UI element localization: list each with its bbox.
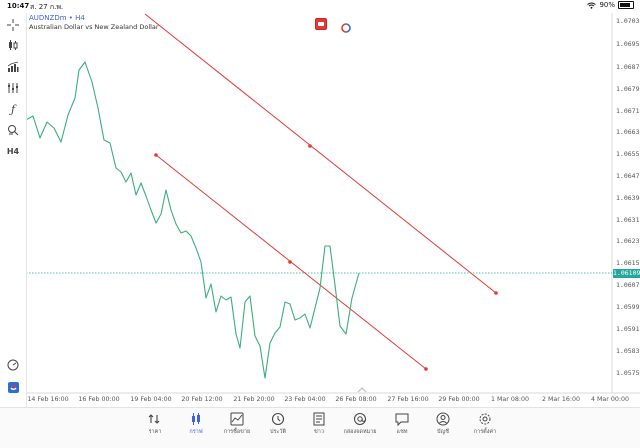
nav-chart[interactable]: กราฟ xyxy=(176,411,216,436)
left-toolbar: ƒ H4 xyxy=(0,13,27,407)
price-label: 1.06630 xyxy=(616,128,640,136)
nav-label: บัญชี xyxy=(437,429,449,435)
nav-mailbox[interactable]: กล่องจดหมาย xyxy=(340,411,380,436)
wifi-icon xyxy=(587,2,597,9)
nav-settings[interactable]: การตั้งค่า xyxy=(465,411,505,436)
price-label: 1.05830 xyxy=(616,347,640,355)
time-label: 19 Feb 04:00 xyxy=(130,396,172,403)
time-label: 20 Feb 12:00 xyxy=(181,396,223,403)
scroll-caret-icon[interactable] xyxy=(357,387,367,393)
price-label: 1.06150 xyxy=(616,259,640,267)
function-icon[interactable]: ƒ xyxy=(10,102,16,116)
speed-gauge-icon[interactable] xyxy=(4,357,22,373)
current-price-tag: 1.06109 xyxy=(613,269,640,278)
nav-label: แชท xyxy=(396,429,408,435)
price-label: 1.05910 xyxy=(616,325,640,333)
price-label: 1.06790 xyxy=(616,85,640,93)
nav-history[interactable]: ประวัติ xyxy=(258,411,298,436)
nav-news[interactable]: ข่าว xyxy=(299,411,339,436)
time-label: 26 Feb 08:00 xyxy=(335,396,377,403)
nav-label: กล่องจดหมาย xyxy=(343,429,377,435)
trendline-upper[interactable] xyxy=(144,13,497,294)
quotes-icon xyxy=(148,414,160,424)
time-label: 23 Feb 04:00 xyxy=(284,396,326,403)
status-time: 10:47 xyxy=(7,2,30,10)
refresh-ring-control[interactable] xyxy=(341,18,351,33)
nav-label: กราฟ xyxy=(189,429,203,435)
one-click-trade-toggle[interactable] xyxy=(315,18,327,30)
chart-icon xyxy=(192,413,200,425)
price-label: 1.06470 xyxy=(616,172,640,180)
trade-icon xyxy=(230,412,244,426)
price-label: 1.06230 xyxy=(616,237,640,245)
trendline-lower-handle-end[interactable] xyxy=(424,367,428,371)
timeframe-button[interactable]: H4 xyxy=(6,146,20,156)
nav-label: การซื้อขาย xyxy=(223,429,251,435)
crosshair-icon[interactable] xyxy=(4,17,22,33)
trendline-lower-handle-mid[interactable] xyxy=(288,260,292,264)
price-label: 1.05750 xyxy=(616,369,640,377)
bottom-nav: ราคา กราฟ การซื้อขาย ประวัติ ข่าว กล่องจ… xyxy=(0,407,640,448)
time-label: 2 Mar 16:00 xyxy=(541,396,581,403)
settings-icon xyxy=(479,413,491,425)
refresh-ring-icon xyxy=(341,23,351,33)
price-label: 1.06070 xyxy=(616,281,640,289)
time-label: 16 Feb 00:00 xyxy=(78,396,120,403)
draw-icon[interactable] xyxy=(4,122,22,138)
history-icon xyxy=(271,412,285,426)
nav-label: ประวัติ xyxy=(269,429,287,435)
price-label: 1.07030 xyxy=(616,17,640,25)
nav-account[interactable]: บัญชี xyxy=(423,411,463,436)
price-series-line xyxy=(25,61,360,379)
nav-quotes[interactable]: ราคา xyxy=(135,411,175,436)
trendline-upper-handle-end[interactable] xyxy=(494,291,498,295)
symbol-title[interactable]: AUDNZDm • H4 xyxy=(29,14,85,22)
time-label: 29 Feb 00:00 xyxy=(438,396,480,403)
account-icon xyxy=(436,412,450,426)
chat-icon xyxy=(395,413,409,427)
status-bar: 10:47 ส. 27 ก.พ. 90% xyxy=(0,0,640,13)
price-label: 1.06950 xyxy=(616,40,640,48)
time-label: 4 Mar 00:00 xyxy=(590,396,630,403)
news-icon xyxy=(313,412,325,426)
battery-icon xyxy=(618,1,634,9)
status-date: ส. 27 ก.พ. xyxy=(30,3,64,11)
time-label: 1 Mar 08:00 xyxy=(490,396,530,403)
price-label: 1.06550 xyxy=(616,150,640,158)
time-label: 27 Feb 16:00 xyxy=(387,396,429,403)
nav-chat[interactable]: แชท xyxy=(382,411,422,436)
candle-type-icon[interactable] xyxy=(4,37,22,53)
price-label: 1.06710 xyxy=(616,107,640,115)
status-right: 90% xyxy=(587,1,634,9)
price-label: 1.06870 xyxy=(616,63,640,71)
one-click-trade-icon xyxy=(318,22,324,26)
trendline-upper-handle-mid[interactable] xyxy=(308,144,312,148)
nav-label: ข่าว xyxy=(314,429,324,435)
price-label: 1.06310 xyxy=(616,216,640,224)
nav-trade[interactable]: การซื้อขาย xyxy=(217,411,257,436)
time-label: 21 Feb 20:00 xyxy=(233,396,275,403)
price-label: 1.05990 xyxy=(616,303,640,311)
objects-icon[interactable] xyxy=(4,80,22,96)
nav-label: การตั้งค่า xyxy=(473,429,497,435)
mailbox-icon xyxy=(354,413,366,425)
symbol-description: Australian Dollar vs New Zealand Dollar xyxy=(29,23,159,31)
time-label: 14 Feb 16:00 xyxy=(27,396,69,403)
metatrader-logo-icon[interactable] xyxy=(4,379,22,395)
trendline-lower-handle-start[interactable] xyxy=(154,153,158,157)
price-label: 1.06390 xyxy=(616,194,640,202)
nav-label: ราคา xyxy=(148,429,162,435)
indicators-icon[interactable] xyxy=(4,59,22,75)
battery-percent: 90% xyxy=(599,1,615,9)
